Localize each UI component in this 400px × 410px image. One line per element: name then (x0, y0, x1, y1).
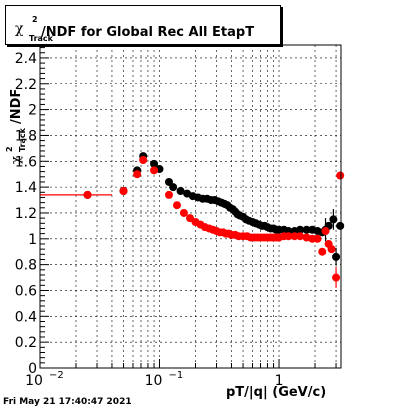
red-marker (119, 186, 128, 195)
black-marker (296, 225, 305, 234)
y-tick-label: 0.6 (15, 283, 37, 299)
x-axis-label: pT/|q| (GeV/c) (226, 385, 327, 400)
y-axis-label-sup: 2 (5, 146, 14, 152)
y-tick-label: 0 (28, 361, 37, 377)
red-marker (327, 245, 336, 254)
black-marker (332, 252, 341, 261)
title-superscript: 2 (32, 15, 38, 24)
chart-title: /NDF for Global Rec All EtapT (41, 25, 255, 40)
y-tick-label: 0.2 (15, 335, 37, 351)
x-tick-label: 1 (275, 373, 284, 389)
red-marker (133, 170, 142, 179)
black-marker (169, 183, 178, 192)
red-marker (83, 190, 92, 199)
x-tick-label: 10 (145, 373, 163, 389)
y-tick-label: 0.8 (15, 258, 37, 274)
red-marker (313, 234, 322, 243)
red-marker (139, 155, 148, 164)
y-tick-label: 1.4 (15, 180, 37, 196)
timestamp-footer: Fri May 21 17:40:47 2021 (3, 397, 132, 407)
red-marker (172, 201, 181, 210)
title-chi-symbol: χ (15, 21, 24, 37)
x-tick-label-exponent: −2 (49, 370, 64, 381)
red-marker (318, 247, 327, 256)
red-marker (284, 232, 293, 241)
red-marker (336, 171, 345, 180)
y-tick-label: 1.6 (15, 154, 37, 170)
title-box: χ 2 Track /NDF for Global Rec All EtapT (5, 5, 281, 45)
red-marker (332, 273, 341, 282)
y-tick-label: 2.2 (15, 77, 37, 93)
red-marker (164, 190, 173, 199)
black-marker (336, 221, 345, 230)
plot-frame (39, 44, 342, 369)
data-points (40, 152, 345, 288)
red-marker (321, 227, 330, 236)
y-tick-label: 0.4 (15, 309, 37, 325)
red-marker (296, 232, 305, 241)
y-tick-label: 1 (28, 232, 37, 248)
red-marker (150, 166, 159, 175)
x-tick-label: 10 (25, 373, 43, 389)
black-marker (150, 159, 159, 168)
y-tick-label: 1.2 (15, 206, 37, 222)
y-axis-label-sub: Track (18, 127, 27, 152)
black-marker (302, 225, 311, 234)
black-marker (176, 186, 185, 195)
red-marker (179, 208, 188, 217)
grid-lines (40, 45, 341, 368)
axes: 00.20.40.60.811.21.41.61.822.22.410 −2 10−… (15, 47, 337, 389)
y-axis-label-chi: χ (9, 156, 24, 164)
y-axis-label: χ 2 Track /NDF (5, 89, 27, 164)
y-tick-label: 2 (28, 103, 37, 119)
y-tick-label: 1.8 (15, 128, 37, 144)
y-tick-label: 2.4 (15, 51, 37, 67)
black-marker (329, 215, 338, 224)
red-marker (290, 232, 299, 241)
title-subscript: Track (29, 34, 53, 43)
x-tick-label-exponent: −1 (169, 370, 184, 381)
y-axis-label-ndf: /NDF (9, 89, 24, 124)
